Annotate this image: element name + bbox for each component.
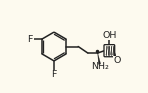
FancyBboxPatch shape [104,45,115,57]
Text: OH: OH [102,31,116,40]
Text: F: F [51,70,57,79]
Polygon shape [98,53,101,64]
Text: O: O [114,56,121,65]
Text: F: F [28,35,33,44]
Text: NH₂: NH₂ [91,62,108,71]
